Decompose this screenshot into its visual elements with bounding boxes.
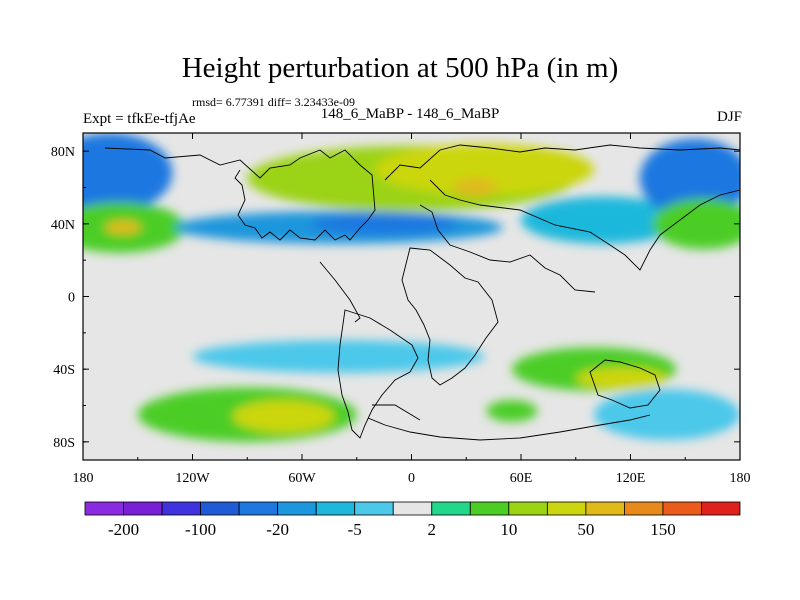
- colorbar-swatch: [624, 501, 664, 516]
- y-tick-label: 80N: [51, 145, 75, 160]
- colorbar-swatch: [662, 501, 702, 516]
- coast-australia: [589, 359, 661, 409]
- field-region-13: [575, 367, 667, 390]
- colorbar-swatch: [469, 501, 510, 516]
- field-region-15: [232, 400, 335, 433]
- colorbar-swatch: [84, 501, 124, 516]
- field-region-9: [639, 138, 740, 219]
- season-label: DJF: [716, 109, 742, 125]
- colorbar-swatch: [238, 501, 279, 516]
- colorbar-swatch: [123, 501, 163, 516]
- colorbar-swatch: [315, 501, 356, 516]
- coastline-outline: [104, 144, 740, 441]
- field-region-16: [486, 400, 538, 422]
- field-region-4: [311, 212, 458, 235]
- case-label: 148_6_MaBP - 148_6_MaBP: [320, 106, 500, 122]
- colorbar-label: 50: [577, 520, 594, 539]
- colorbar-swatch: [546, 501, 587, 516]
- field-region-11: [192, 340, 485, 373]
- coast-europe-asia: [384, 144, 740, 293]
- colorbar-label: 150: [650, 520, 676, 539]
- colorbar-label: -20: [266, 520, 289, 539]
- field-region-7: [453, 178, 498, 197]
- colorbar-swatch: [431, 501, 471, 516]
- plot-area: [83, 133, 740, 460]
- x-tick-label: 180: [73, 471, 94, 486]
- stats-text: rmsd= 6.77391 diff= 3.23433e-09: [192, 95, 355, 109]
- colorbar: -200 -100 -20 -5 2 10 50 150: [84, 501, 741, 539]
- field-region-17: [594, 389, 740, 441]
- colorbar-swatch: [701, 501, 741, 516]
- colorbar-swatch: [161, 501, 201, 516]
- colorbar-swatch: [200, 501, 240, 516]
- colorbar-label: -100: [185, 520, 216, 539]
- x-tick-label: 120E: [616, 471, 646, 486]
- field-region-2: [104, 220, 142, 235]
- colorbar-label: 10: [500, 520, 517, 539]
- x-tick-label: 60W: [288, 471, 316, 486]
- experiment-label: Expt = tfkEe-tfjAe: [83, 111, 196, 127]
- coast-south-america: [337, 309, 419, 439]
- y-tick-label: 40N: [51, 218, 75, 233]
- y-tick-label: 0: [68, 291, 75, 306]
- field-region-10: [652, 198, 740, 250]
- x-tick-label: 120W: [175, 471, 210, 486]
- y-tick-label: 80S: [53, 436, 75, 451]
- colorbar-label: -5: [348, 520, 362, 539]
- x-tick-label: 60E: [510, 471, 533, 486]
- field-region-8: [521, 196, 686, 244]
- colorbar-swatch: [585, 501, 625, 516]
- colorbar-swatch: [392, 501, 433, 516]
- colorbar-swatch: [508, 501, 548, 516]
- x-tick-label: 180: [730, 471, 751, 486]
- chart-title: Height perturbation at 500 hPa (in m): [181, 52, 619, 84]
- axes: 180 120W 60W 0 60E 120E 180 80N 40N 0 40S 80S: [51, 133, 751, 486]
- colorbar-label: -200: [108, 520, 139, 539]
- field-region-0: [83, 133, 173, 213]
- coast-north-america: [104, 147, 376, 323]
- coast-africa: [401, 247, 499, 386]
- coast-antarctica: [367, 404, 651, 441]
- colorbar-label: 2: [428, 520, 437, 539]
- colorbar-swatch: [354, 501, 394, 516]
- colorbar-swatch: [277, 501, 317, 516]
- y-tick-label: 40S: [53, 363, 75, 378]
- x-tick-label: 0: [408, 471, 415, 486]
- field-region-6: [375, 143, 594, 195]
